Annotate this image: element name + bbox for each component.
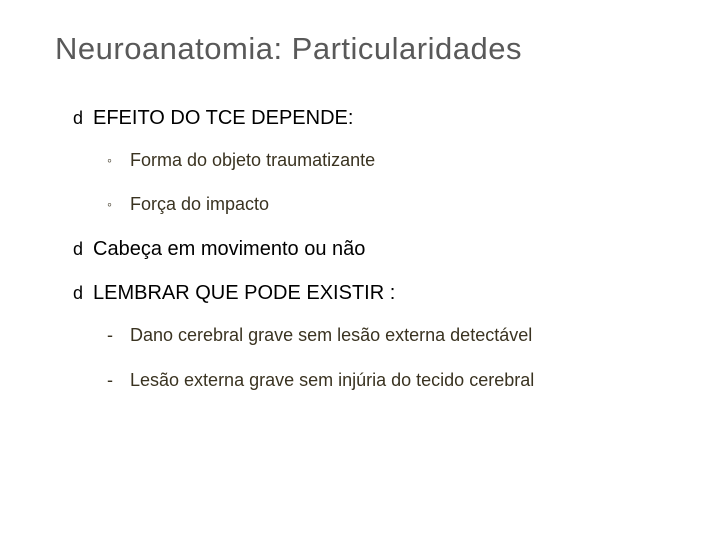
sub-bullet-item: - Lesão externa grave sem injúria do tec… (85, 369, 665, 392)
bullet-item: d LEMBRAR QUE PODE EXISTIR : (73, 280, 665, 306)
slide: Neuroanatomia: Particularidades d EFEITO… (0, 0, 720, 540)
bullet-text: Força do impacto (130, 194, 269, 214)
bullet-icon: d (73, 107, 83, 130)
sub-bullet-item: ◦ Força do impacto (85, 193, 665, 216)
bullet-text: Forma do objeto traumatizante (130, 150, 375, 170)
bullet-icon: ◦ (107, 151, 112, 169)
bullet-text: EFEITO DO TCE DEPENDE: (93, 107, 353, 129)
bullet-text: Dano cerebral grave sem lesão externa de… (130, 325, 532, 345)
bullet-icon: d (73, 238, 83, 261)
bullet-text: Cabeça em movimento ou não (93, 238, 365, 260)
bullet-icon: d (73, 282, 83, 305)
sub-bullet-item: ◦ Forma do objeto traumatizante (85, 149, 665, 172)
bullet-text: Lesão externa grave sem injúria do tecid… (130, 370, 534, 390)
slide-content: d EFEITO DO TCE DEPENDE: ◦ Forma do obje… (55, 105, 665, 393)
dash-icon: - (107, 324, 113, 347)
slide-title: Neuroanatomia: Particularidades (55, 30, 665, 67)
bullet-text: LEMBRAR QUE PODE EXISTIR : (93, 282, 395, 304)
sub-bullet-item: - Dano cerebral grave sem lesão externa … (85, 324, 665, 347)
bullet-item: d Cabeça em movimento ou não (73, 236, 665, 262)
bullet-icon: ◦ (107, 195, 112, 213)
bullet-item: d EFEITO DO TCE DEPENDE: (73, 105, 665, 131)
dash-icon: - (107, 369, 113, 392)
